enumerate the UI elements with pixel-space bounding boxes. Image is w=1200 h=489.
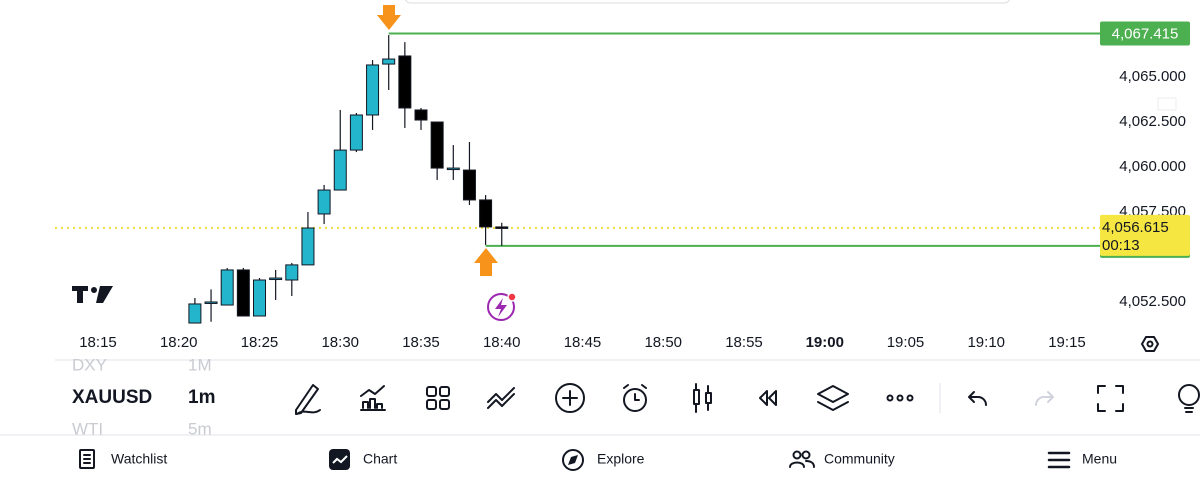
symbol-name[interactable]: WTI	[72, 419, 103, 438]
candle-body	[462, 169, 476, 201]
draw-tool[interactable]	[295, 384, 321, 415]
layout-tool[interactable]	[426, 386, 450, 410]
candle-body	[220, 269, 234, 306]
price-label: 4,067.415	[1112, 26, 1179, 43]
undo-button[interactable]	[968, 391, 987, 406]
candle-body	[253, 279, 266, 317]
arrow-down-marker	[377, 5, 401, 30]
nav-item[interactable]: Watchlist	[111, 451, 167, 467]
x-tick-label: 19:00	[806, 334, 844, 351]
nav-item[interactable]: Menu	[1082, 451, 1117, 467]
x-tick-label: 19:10	[967, 334, 1005, 351]
candle-body	[301, 227, 315, 266]
candle-body	[446, 167, 460, 171]
axis-button[interactable]	[1157, 97, 1177, 111]
flash-icon[interactable]	[487, 292, 517, 321]
x-tick-label: 18:50	[644, 334, 682, 351]
symbol-interval[interactable]: 1m	[188, 387, 215, 408]
x-tick-label: 18:30	[321, 334, 359, 351]
candle-body	[269, 277, 283, 281]
candle-body	[479, 199, 493, 228]
compare-tool[interactable]	[487, 387, 515, 409]
indicators-tool[interactable]	[360, 385, 386, 411]
x-tick-label: 18:45	[564, 334, 602, 351]
price-label-box	[1100, 21, 1190, 46]
x-tick-label: 18:15	[79, 334, 117, 351]
candle-body	[382, 58, 396, 65]
candle-body	[204, 301, 218, 304]
y-tick-label: 4,052.500	[1119, 293, 1186, 310]
nav-item[interactable]: Explore	[597, 451, 645, 467]
nav-item[interactable]: Community	[824, 451, 895, 467]
candle-body	[333, 149, 347, 191]
menu-icon[interactable]	[1047, 451, 1071, 469]
logo	[72, 286, 113, 303]
last-price-box	[1100, 214, 1190, 256]
symbol-interval[interactable]: 1M	[188, 355, 212, 374]
x-tick-label: 19:15	[1048, 334, 1086, 351]
y-tick-label: 4,065.000	[1119, 68, 1186, 85]
x-tick-label: 18:40	[483, 334, 521, 351]
x-tick-label: 18:35	[402, 334, 440, 351]
last-price-label: 4,056.615	[1102, 219, 1169, 236]
replay-tool[interactable]	[759, 390, 777, 406]
watchlist-icon[interactable]	[79, 449, 95, 469]
explore-icon[interactable]	[562, 449, 584, 471]
countdown-label: 00:13	[1102, 237, 1140, 254]
y-tick-label: 4,062.500	[1119, 113, 1186, 130]
chart-icon[interactable]	[329, 449, 350, 470]
candle-body	[366, 64, 380, 116]
y-tick-label: 4,060.000	[1119, 158, 1186, 175]
community-icon[interactable]	[789, 450, 815, 468]
x-tick-label: 18:55	[725, 334, 763, 351]
redo-button[interactable]	[1035, 391, 1054, 406]
candle-body	[430, 121, 444, 169]
fullscreen-button[interactable]	[1097, 385, 1124, 412]
alert-tool[interactable]	[623, 384, 647, 412]
x-tick-label: 18:20	[160, 334, 198, 351]
symbol-name[interactable]: XAUUSD	[72, 387, 152, 408]
nav-item[interactable]: Chart	[363, 451, 397, 467]
more-tool[interactable]	[886, 394, 914, 402]
symbol-name[interactable]: DXY	[72, 355, 107, 374]
layers-tool[interactable]	[817, 385, 849, 411]
candle-body	[317, 189, 331, 215]
bar-type-tool[interactable]	[693, 383, 712, 413]
candle-body	[236, 269, 250, 317]
x-tick-label: 18:25	[241, 334, 279, 351]
candle-body	[285, 264, 299, 281]
settings-icon[interactable]	[1141, 336, 1159, 352]
candle-body	[188, 303, 202, 324]
symbol-interval[interactable]: 5m	[188, 419, 212, 438]
candle-body	[414, 109, 428, 121]
candle-body	[349, 114, 363, 151]
idea-button[interactable]	[1178, 384, 1200, 413]
candle-body	[495, 226, 509, 229]
add-tool[interactable]	[555, 383, 585, 413]
arrow-up-marker	[474, 248, 498, 276]
search-panel-edge	[405, 0, 1010, 4]
x-tick-label: 19:05	[887, 334, 925, 351]
candle-body	[398, 55, 412, 109]
